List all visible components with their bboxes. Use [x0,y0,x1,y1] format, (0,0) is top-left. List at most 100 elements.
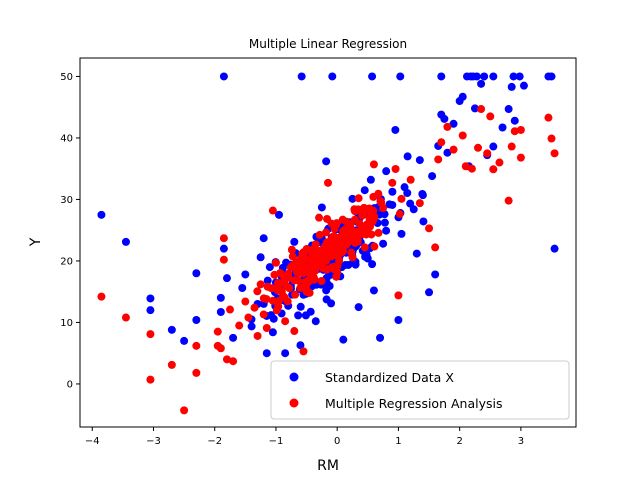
scatter-point [419,217,428,226]
scatter-point [489,142,498,151]
scatter-point [369,214,378,223]
scatter-point [302,264,311,273]
scatter-point [294,311,303,320]
scatter-point [275,210,284,219]
scatter-point [550,149,559,158]
scatter-point [322,228,331,237]
scatter-point [146,375,155,384]
scatter-point [315,213,324,222]
scatter-point [297,72,306,81]
scatter-point [547,72,556,81]
scatter-point [309,257,318,266]
scatter-point [388,178,397,187]
x-tick-label: 3 [518,436,524,447]
scatter-point [285,284,294,293]
legend-marker-regression [289,398,299,408]
scatter-point [296,341,305,350]
scatter-point [192,341,201,350]
scatter-point [394,291,403,300]
y-tick-label: 40 [60,133,73,144]
scatter-point [474,143,483,152]
scatter-point [418,189,427,198]
scatter-point [301,311,310,320]
scatter-point [360,243,369,252]
x-tick-label: 0 [334,436,340,447]
scatter-point [256,280,265,289]
scatter-point [544,113,553,122]
scatter-point [332,272,341,281]
scatter-point [550,244,559,253]
scatter-point [495,158,504,167]
scatter-point [354,303,363,312]
scatter-point [415,199,424,208]
scatter-point [472,72,481,81]
scatter-point [352,227,361,236]
scatter-point [259,234,268,243]
scatter-point [347,248,356,257]
scatter-point [273,286,282,295]
scatter-point [222,355,231,364]
scatter-point [342,240,351,249]
scatter-point [323,214,332,223]
scatter-point [338,215,347,224]
scatter-point [409,205,418,214]
scatter-point [241,297,250,306]
scatter-point [290,276,299,285]
y-axis-label: Y [28,237,44,247]
scatter-point [415,156,424,165]
scatter-point [97,292,106,301]
scatter-point [403,188,412,197]
scatter-point [322,286,331,295]
scatter-point [321,252,330,261]
scatter-point [354,194,363,203]
scatter-point [317,277,326,285]
scatter-point [480,72,489,81]
scatter-point [396,72,405,81]
scatter-point [216,344,225,353]
scatter-point [331,221,340,230]
scatter-point [360,186,369,195]
scatter-point [332,250,341,259]
scatter-point [344,228,353,237]
scatter-point [477,79,486,88]
legend-marker-standardized [289,372,299,382]
scatter-point [406,175,415,184]
scatter-point [388,187,397,196]
scatter-point [395,210,404,219]
scatter-point [382,226,391,235]
scatter-point [311,240,320,249]
scatter-point [235,321,244,330]
scatter-point [406,199,415,208]
scatter-point [515,72,524,81]
scatter-point [291,290,300,299]
scatter-point [146,294,155,303]
scatter-point [470,104,479,113]
scatter-point [167,360,176,369]
scatter-point [216,308,225,316]
scatter-point [296,283,305,292]
scatter-point [241,270,250,279]
scatter-point [216,293,225,302]
scatter-point [440,114,449,123]
scatter-point [425,224,434,233]
plot-points [97,72,559,415]
scatter-point [358,223,367,232]
scatter-point [428,172,437,181]
y-tick-label: 20 [60,256,73,267]
scatter-point [121,237,130,246]
scatter-point [302,280,311,289]
scatter-point [362,230,371,239]
scatter-point [507,82,516,91]
scatter-point [262,323,271,332]
scatter-point [504,196,513,205]
scatter-point [368,260,377,269]
scatter-point [431,243,440,252]
scatter-point [288,252,297,261]
scatter-point [311,317,320,326]
scatter-point [350,215,359,224]
scatter-point [97,210,106,219]
scatter-point [449,145,458,154]
scatter-point [263,276,272,285]
scatter-point [359,209,368,218]
